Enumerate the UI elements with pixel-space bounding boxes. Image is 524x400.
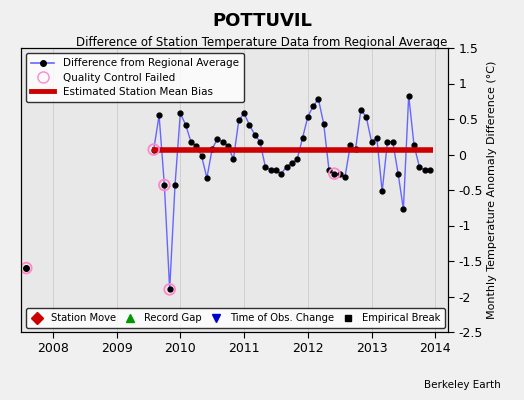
Text: Berkeley Earth: Berkeley Earth (424, 380, 500, 390)
Y-axis label: Monthly Temperature Anomaly Difference (°C): Monthly Temperature Anomaly Difference (… (487, 61, 497, 319)
Text: Difference of Station Temperature Data from Regional Average: Difference of Station Temperature Data f… (77, 36, 447, 49)
Point (330, 170, 339, 177)
Point (22, 265, 30, 271)
Point (160, 182, 169, 188)
Point (166, 286, 174, 293)
Point (149, 146, 158, 153)
Text: POTTUVIL: POTTUVIL (212, 12, 312, 30)
Legend: Station Move, Record Gap, Time of Obs. Change, Empirical Break: Station Move, Record Gap, Time of Obs. C… (26, 308, 445, 328)
